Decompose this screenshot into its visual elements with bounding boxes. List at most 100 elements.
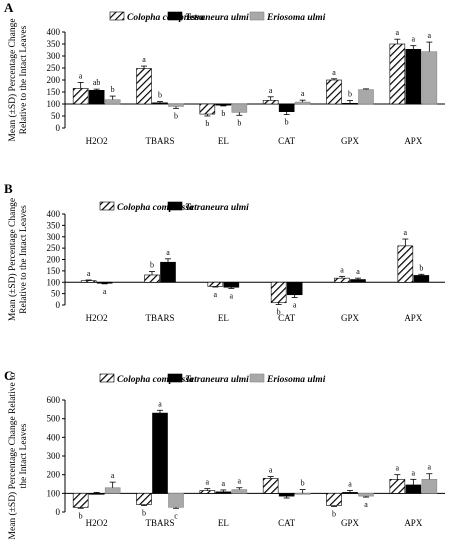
significance-letter: a	[142, 55, 146, 64]
legend-label: Colopha compressa	[117, 375, 194, 385]
bar	[88, 493, 105, 495]
x-tick-label: APX	[404, 313, 423, 323]
significance-letter: a	[340, 265, 344, 274]
significance-letter: a	[428, 463, 432, 472]
bar	[294, 101, 311, 105]
y-tick-label: 150	[47, 87, 61, 97]
bar	[72, 493, 89, 508]
y-tick-label: 150	[47, 266, 61, 276]
significance-letter: a	[269, 466, 273, 475]
legend-swatch	[99, 373, 115, 383]
significance-letter: b	[79, 511, 83, 520]
significance-letter: a	[396, 464, 400, 473]
bar	[88, 90, 105, 105]
significance-letter: a	[79, 71, 83, 80]
y-tick-label: 300	[47, 232, 61, 242]
panel-label: A	[4, 0, 14, 15]
x-tick-label: CAT	[278, 313, 296, 323]
bar	[262, 478, 279, 494]
bar	[152, 412, 168, 494]
y-tick-label: 0	[56, 300, 61, 310]
bar	[136, 493, 152, 505]
legend-swatch	[99, 201, 115, 211]
y-tick-label: 100	[47, 277, 61, 287]
significance-letter: a	[348, 480, 352, 489]
legend-label: Tetraneura ulmi	[185, 13, 249, 23]
significance-letter: a	[222, 479, 226, 488]
legend-swatch	[167, 373, 183, 383]
significance-letter: a	[412, 468, 416, 477]
bar	[278, 103, 295, 112]
x-tick-label: EL	[218, 136, 229, 146]
x-tick-label: H2O2	[86, 518, 108, 528]
significance-letter: a	[103, 287, 107, 296]
x-tick-label: H2O2	[86, 136, 108, 146]
significance-letter: ab	[93, 78, 101, 87]
bar	[358, 89, 374, 105]
bar	[207, 281, 224, 287]
significance-letter: b	[221, 109, 225, 118]
significance-letter: a	[111, 471, 115, 480]
significance-letter: a	[428, 31, 432, 40]
y-tick-label: 250	[47, 243, 61, 253]
y-tick-label: 600	[47, 395, 61, 405]
bar	[286, 281, 303, 296]
legend-label: Tetraneura ulmi	[185, 375, 249, 385]
bar	[152, 102, 168, 105]
bar	[231, 489, 248, 494]
significance-letter: a	[166, 248, 170, 257]
x-tick-label: GPX	[341, 518, 360, 528]
bar	[144, 274, 160, 283]
bar	[342, 102, 358, 105]
x-tick-label: APX	[404, 518, 423, 528]
significance-letter: a	[158, 399, 162, 408]
bar	[405, 48, 422, 105]
bar	[262, 100, 279, 105]
y-tick-label: 100	[47, 488, 61, 498]
y-axis-label: Mean (±SD) Percentage Change Relative to…	[7, 372, 29, 539]
x-tick-label: APX	[404, 136, 423, 146]
x-tick-label: CAT	[278, 518, 296, 528]
bar	[405, 484, 422, 494]
panel-label: C	[4, 368, 13, 383]
x-tick-label: GPX	[341, 136, 360, 146]
panel-label: B	[4, 181, 13, 196]
significance-letter: a	[230, 291, 234, 300]
y-tick-label: 0	[56, 507, 61, 517]
y-tick-label: 50	[51, 289, 61, 299]
x-tick-label: TBARS	[145, 518, 174, 528]
bar	[326, 493, 342, 506]
significance-letter: a	[396, 28, 400, 37]
bar	[342, 492, 358, 494]
legend-swatch	[249, 11, 265, 21]
y-tick-label: 400	[47, 27, 61, 37]
significance-letter: a	[238, 477, 242, 486]
bar	[270, 281, 287, 304]
legend-label: Eriosoma ulmi	[266, 13, 326, 23]
bar	[231, 103, 248, 113]
bar	[160, 261, 176, 283]
significance-letter: a	[87, 269, 91, 278]
y-tick-label: 350	[47, 220, 61, 230]
y-tick-label: 300	[47, 51, 61, 61]
bar	[350, 279, 366, 283]
legend-label: Tetraneura ulmi	[185, 203, 249, 213]
bar	[397, 245, 414, 283]
y-tick-label: 400	[47, 209, 61, 219]
significance-letter: b	[142, 508, 146, 517]
x-tick-label: EL	[218, 518, 229, 528]
bar	[104, 99, 121, 105]
significance-letter: a	[293, 300, 297, 309]
bar	[421, 479, 438, 494]
bar	[421, 51, 438, 105]
legend-label: Colopha compressa	[117, 203, 194, 213]
significance-letter: b	[237, 118, 241, 127]
y-axis-label: Mean (±SD) Percentage ChangeRelative to …	[7, 18, 29, 141]
bar	[358, 493, 374, 497]
bar	[223, 281, 240, 288]
bar	[389, 479, 406, 494]
significance-letter: a	[301, 89, 305, 98]
bar	[168, 493, 184, 508]
bar	[215, 103, 232, 106]
